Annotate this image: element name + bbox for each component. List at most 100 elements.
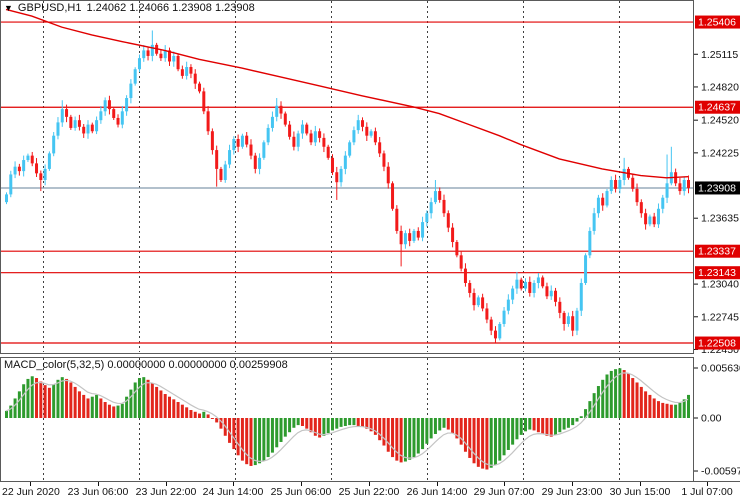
candle xyxy=(172,55,176,62)
macd-bar xyxy=(52,384,56,418)
macd-bar xyxy=(193,411,197,418)
time-tick-label: 26 Jun 14:00 xyxy=(407,486,468,498)
macd-bar xyxy=(253,418,257,466)
candle xyxy=(451,227,455,243)
macd-bar xyxy=(167,396,171,418)
macd-bar xyxy=(125,396,129,418)
time-tick-label: 29 Jun 23:00 xyxy=(542,486,603,498)
macd-bar xyxy=(146,379,150,418)
candle xyxy=(416,230,420,238)
candle xyxy=(524,281,528,289)
candle xyxy=(596,197,600,214)
macd-bar xyxy=(378,418,382,441)
macd-bar xyxy=(120,403,124,418)
candle xyxy=(429,202,433,214)
macd-bar xyxy=(485,418,489,470)
candle xyxy=(296,133,300,147)
candle xyxy=(365,126,369,136)
candle xyxy=(566,316,570,324)
symbol-dropdown-icon[interactable]: ▼ xyxy=(4,2,13,13)
macd-bar xyxy=(656,401,660,418)
candle xyxy=(502,310,506,324)
candle xyxy=(47,153,51,169)
time-axis[interactable]: 22 Jun 2020 23 Jun 06:00 23 Jun 22:00 24 Ju… xyxy=(2,482,733,498)
candle xyxy=(99,111,103,121)
candle xyxy=(56,122,60,136)
macd-bar xyxy=(60,377,64,418)
candle xyxy=(5,194,8,203)
candle xyxy=(386,166,390,184)
macd-bar xyxy=(258,418,262,464)
candle xyxy=(656,208,660,225)
candle xyxy=(198,83,202,92)
macd-bar xyxy=(451,418,455,434)
macd-bar xyxy=(532,418,536,431)
macd-bar xyxy=(17,391,21,418)
time-tick-label: 24 Jun 14:00 xyxy=(203,486,264,498)
macd-bar xyxy=(22,384,26,418)
candle xyxy=(305,124,309,134)
macd-bar xyxy=(429,418,433,439)
macd-bar xyxy=(511,418,515,445)
macd-bar xyxy=(236,418,240,456)
macd-bar xyxy=(442,418,446,428)
candle xyxy=(262,142,266,158)
candle xyxy=(421,222,425,238)
macd-bar xyxy=(382,418,386,446)
macd-bar xyxy=(575,418,579,422)
candle xyxy=(639,202,643,214)
macd-bar xyxy=(330,418,334,431)
macd-axis[interactable]: 0.0056303 0.00 -0.005970 xyxy=(694,363,740,478)
indicator-label: MACD_color(5,32,5) 0.00000000 0.00000000… xyxy=(4,359,288,371)
macd-bar xyxy=(674,404,678,418)
candle xyxy=(253,155,257,169)
macd-bar xyxy=(584,409,588,418)
candle xyxy=(592,213,596,231)
candle xyxy=(176,55,180,70)
candle xyxy=(481,297,485,309)
macd-bar xyxy=(601,379,605,418)
macd-bar xyxy=(30,376,34,418)
candle xyxy=(618,179,622,189)
candle xyxy=(588,230,592,256)
macd-bar xyxy=(361,418,365,427)
level-price-label: 1.24637 xyxy=(695,100,740,114)
macd-bar xyxy=(609,370,613,418)
candle xyxy=(193,73,197,84)
svg-text:1.23337: 1.23337 xyxy=(698,246,736,258)
macd-bar xyxy=(356,418,360,426)
candle xyxy=(258,157,262,169)
chart-title-bar: ▼ GBPUSD,H1 1.24062 1.24066 1.23908 1.23… xyxy=(4,2,255,14)
price-axis[interactable]: 1.25115 1.24820 1.24520 1.24225 1.23635 1.230… xyxy=(694,15,740,356)
macd-bar xyxy=(206,414,210,418)
macd-bar xyxy=(47,387,51,418)
candle xyxy=(339,168,343,183)
candle xyxy=(493,330,497,339)
macd-bar xyxy=(335,418,339,429)
candle xyxy=(69,116,73,128)
level-price-label: 1.23143 xyxy=(695,266,740,280)
macd-bar xyxy=(639,386,643,418)
candle xyxy=(532,282,536,293)
candle xyxy=(266,127,270,143)
candle xyxy=(425,213,429,223)
macd-bar xyxy=(86,398,90,418)
candle xyxy=(275,105,279,117)
candle xyxy=(65,109,69,117)
candle xyxy=(103,100,107,112)
candle xyxy=(506,299,510,311)
macd-bar xyxy=(528,418,532,430)
macd-bar xyxy=(172,399,176,418)
macd-bar xyxy=(150,383,154,418)
candle xyxy=(142,50,146,59)
candle xyxy=(433,191,437,203)
candle xyxy=(455,242,459,256)
candle xyxy=(125,98,129,112)
macd-bar xyxy=(309,418,313,433)
candle xyxy=(112,109,116,118)
candle xyxy=(369,131,373,136)
macd-bar xyxy=(9,405,13,418)
candle xyxy=(185,67,189,76)
